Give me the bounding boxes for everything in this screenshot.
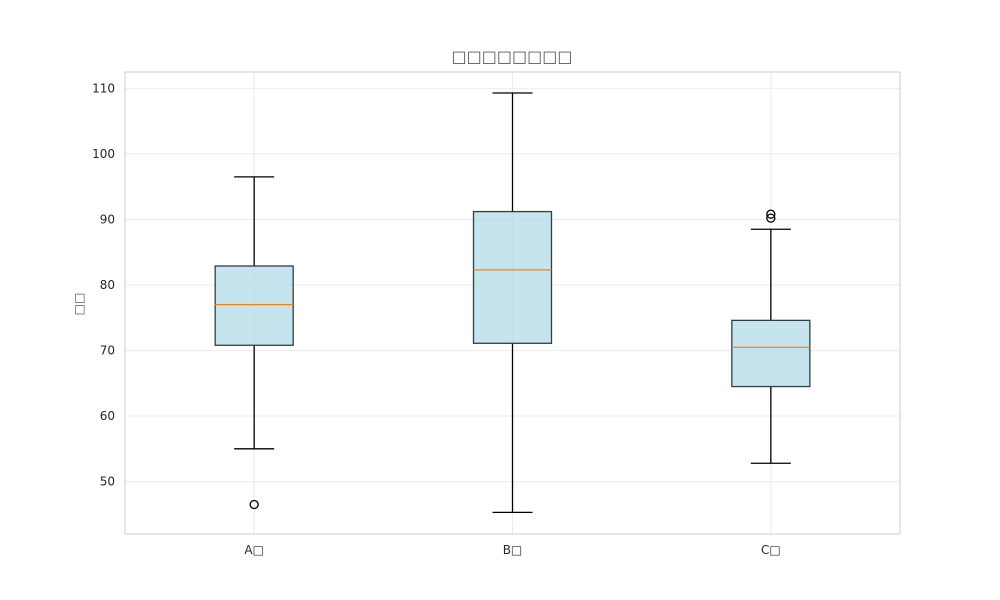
y-tick-labels: 50 60 70 80 90 100 110 xyxy=(92,81,115,488)
y-tick-label: 90 xyxy=(100,212,115,226)
x-tick-label: B□ xyxy=(503,543,523,557)
x-tick-label: C□ xyxy=(761,543,781,557)
y-tick-label: 50 xyxy=(100,475,115,489)
y-tick-label: 70 xyxy=(100,344,115,358)
plot-frame xyxy=(124,71,901,535)
y-tick-label: 60 xyxy=(100,409,115,423)
outlier-point xyxy=(766,213,776,223)
x-tick-labels: A□ B□ C□ xyxy=(244,543,780,557)
chart-title: □□□□□□□□ xyxy=(452,47,573,66)
box-group xyxy=(731,209,811,464)
boxes xyxy=(214,92,811,514)
outlier-point xyxy=(766,209,776,219)
box-group xyxy=(472,92,553,514)
y-tick-label: 110 xyxy=(92,81,115,95)
box-iqr xyxy=(214,265,294,346)
box-iqr xyxy=(731,319,811,388)
box-iqr xyxy=(472,210,553,344)
outlier-point xyxy=(249,499,259,510)
y-tick-label: 100 xyxy=(92,147,115,161)
y-tick-label: 80 xyxy=(100,278,115,292)
x-tick-label: A□ xyxy=(244,543,264,557)
box-group xyxy=(214,176,294,510)
y-axis-label: □□ xyxy=(72,293,86,316)
